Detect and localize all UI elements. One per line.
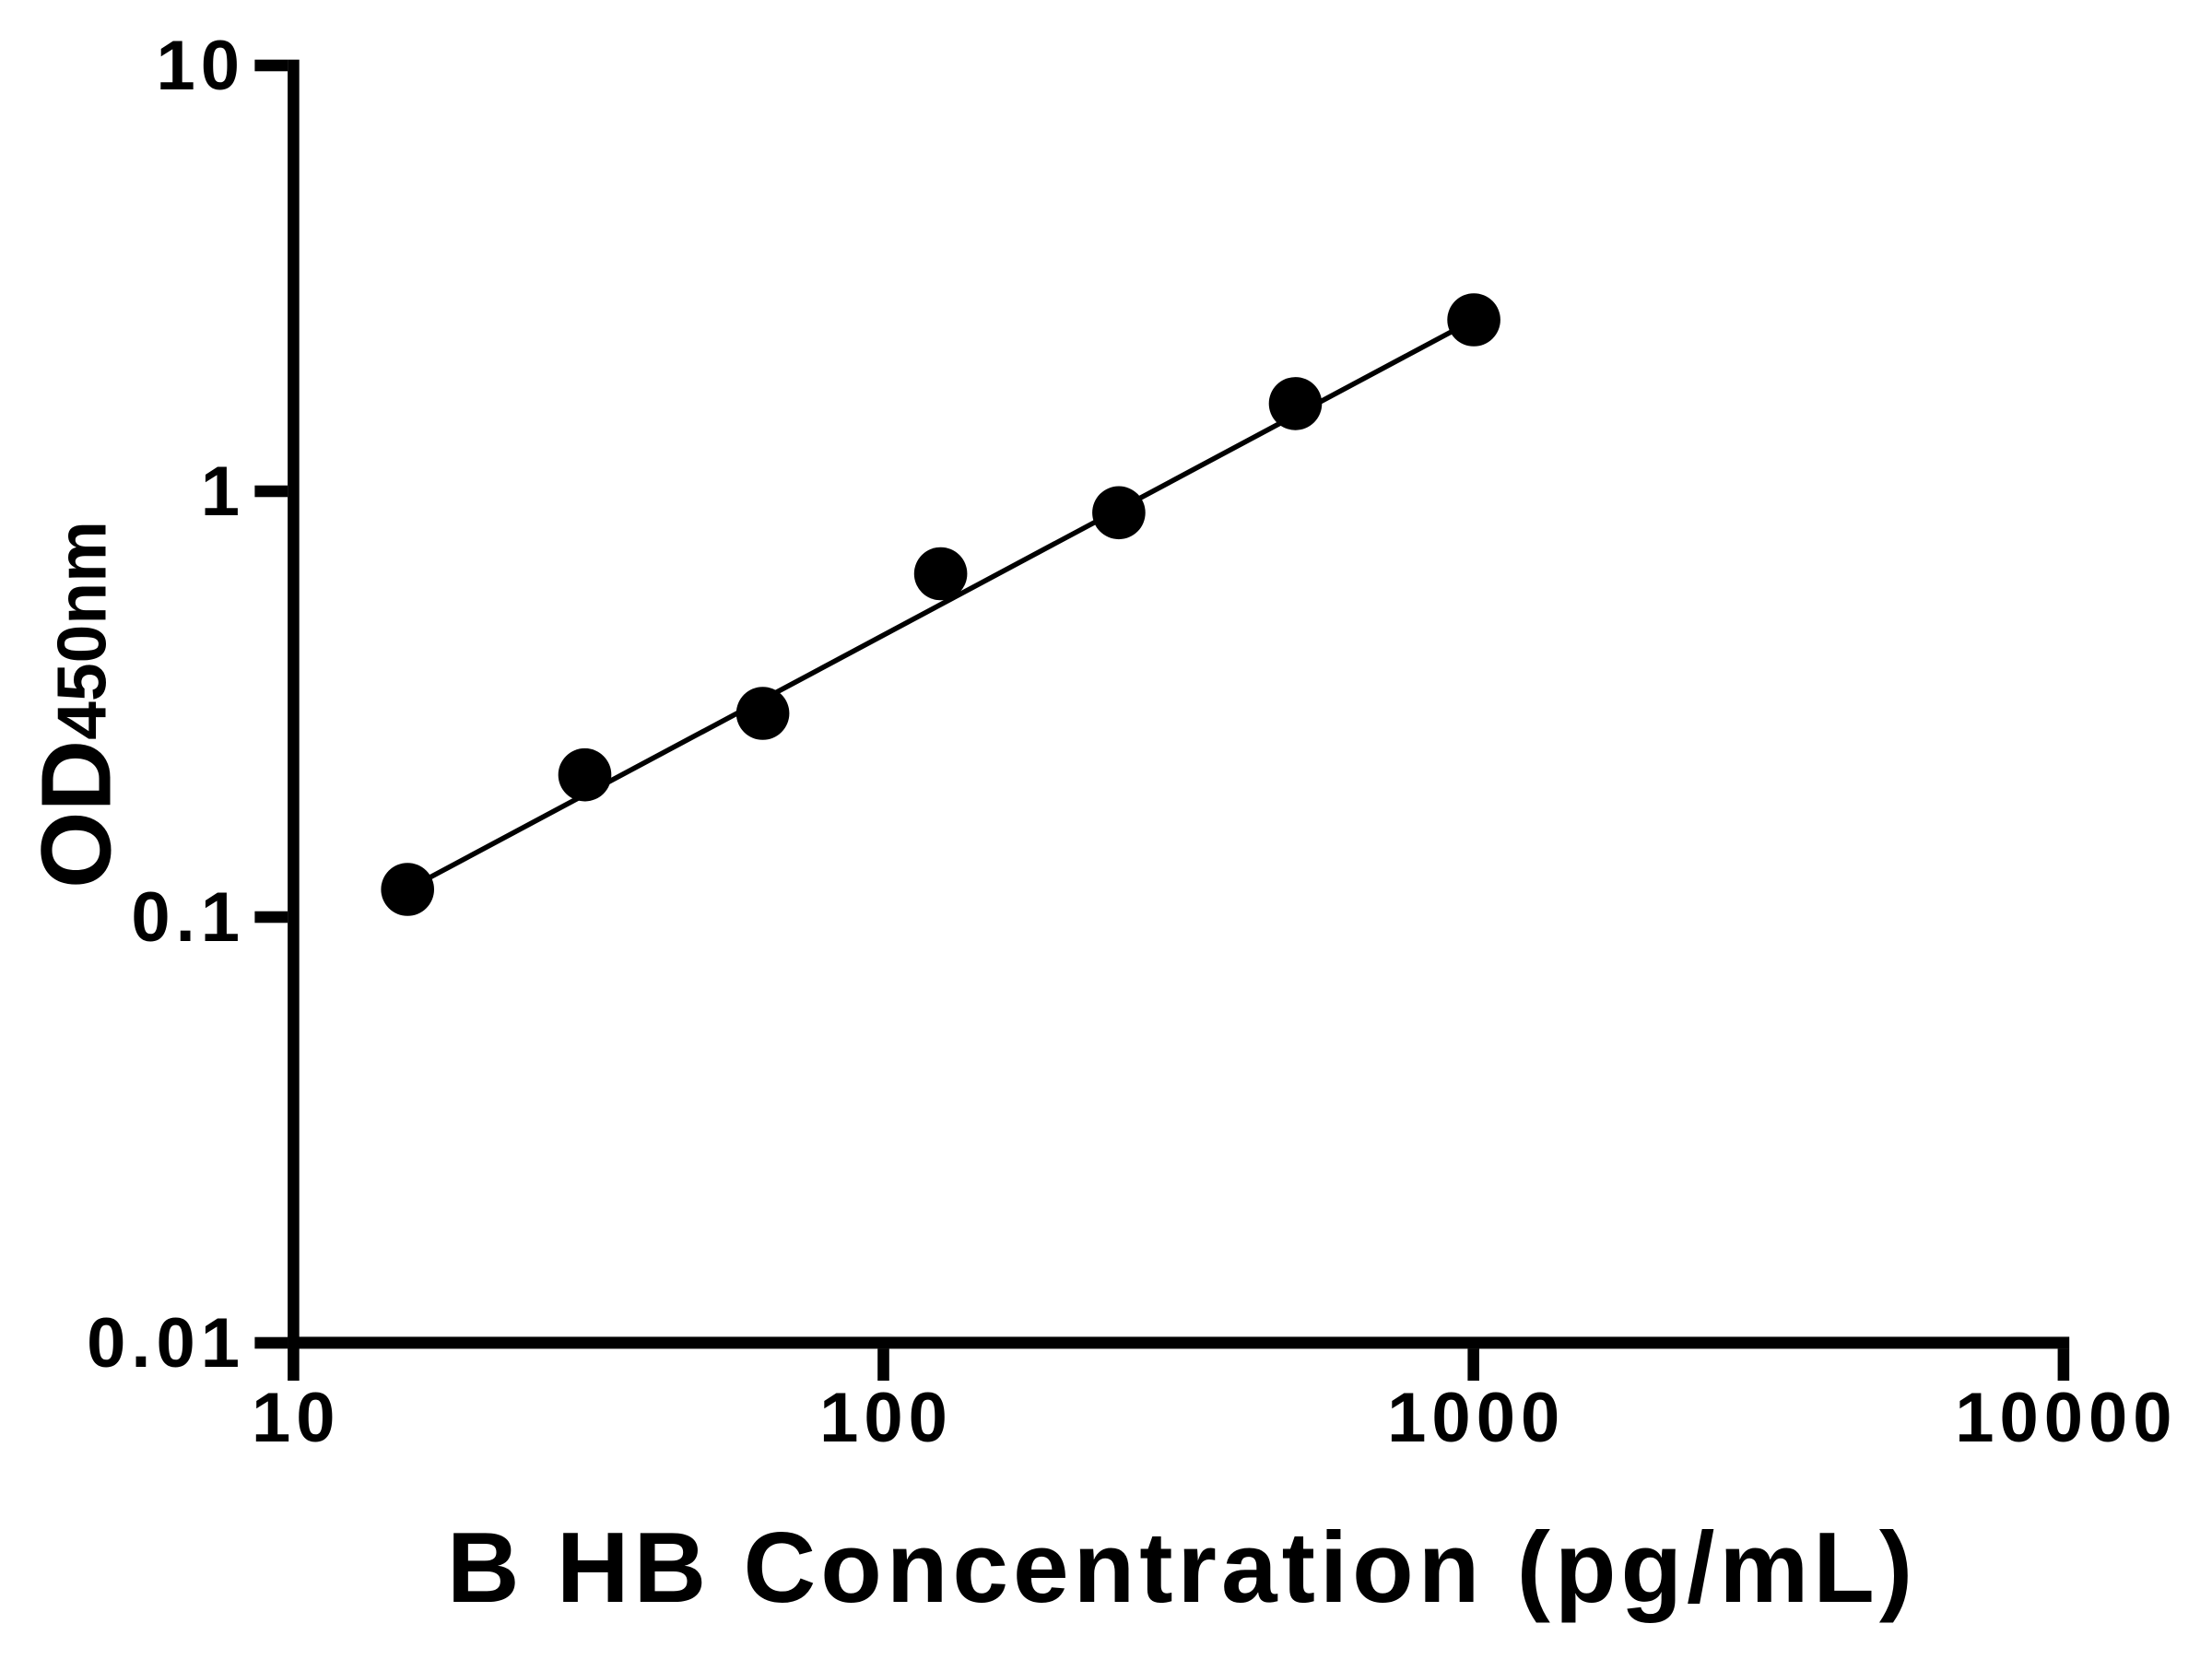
svg-text:B HB Concentration (pg/mL): B HB Concentration (pg/mL) [447,1512,1917,1624]
svg-text:1: 1 [201,453,245,531]
svg-text:10: 10 [156,27,245,105]
svg-text:0.01: 0.01 [87,1304,245,1382]
svg-text:1000: 1000 [1387,1379,1565,1457]
svg-text:10: 10 [252,1379,341,1457]
svg-text:10000: 10000 [1955,1379,2177,1457]
svg-text:100: 100 [819,1379,953,1457]
svg-text:0.1: 0.1 [131,878,245,957]
